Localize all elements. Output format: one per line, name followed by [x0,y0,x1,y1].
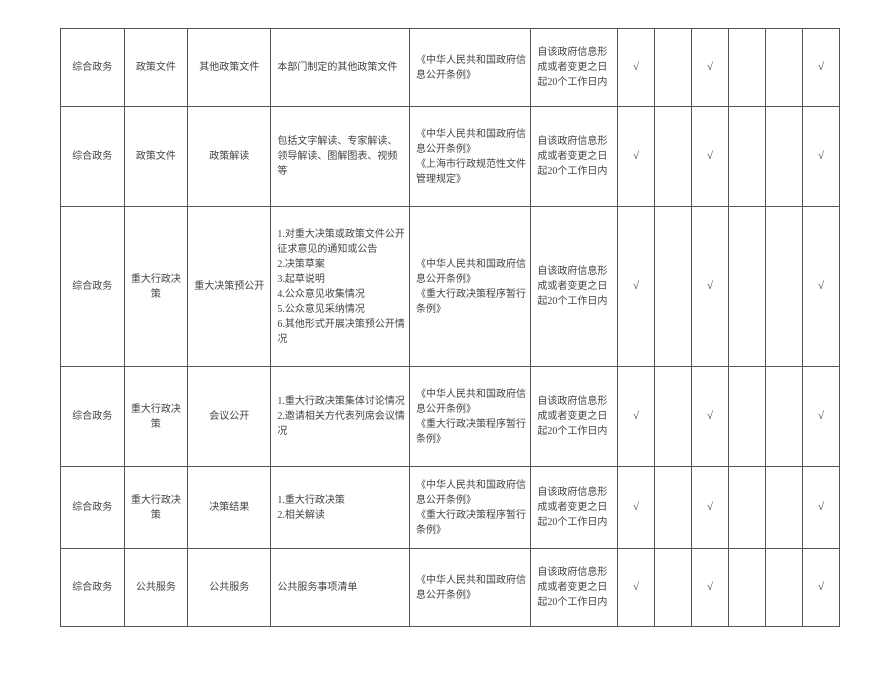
cell: 重大行政决策 [124,467,188,549]
cell: 公共服务事项清单 [271,549,410,627]
check-cell [765,107,802,207]
check-cell: √ [618,207,655,367]
cell: 《中华人民共和国政府信息公开条例》 《重大行政决策程序暂行条例》 [410,367,531,467]
check-cell: √ [692,549,729,627]
check-cell: √ [692,467,729,549]
cell: 公共服务 [124,549,188,627]
cell: 包括文字解读、专家解读、领导解读、图解图表、视频等 [271,107,410,207]
check-cell: √ [692,367,729,467]
check-cell: √ [618,29,655,107]
check-cell [728,207,765,367]
table-row: 综合政务公共服务公共服务公共服务事项清单《中华人民共和国政府信息公开条例》自该政… [61,549,840,627]
check-cell [728,29,765,107]
cell: 自该政府信息形成或者变更之日起20个工作日内 [531,549,618,627]
cell: 1.对重大决策或政策文件公开征求意见的通知或公告 2.决策草案 3.起草说明 4… [271,207,410,367]
cell: 其他政策文件 [188,29,271,107]
cell: 自该政府信息形成或者变更之日起20个工作日内 [531,467,618,549]
check-cell: √ [802,107,839,207]
cell: 政策文件 [124,29,188,107]
cell: 《中华人民共和国政府信息公开条例》 [410,549,531,627]
cell: 《中华人民共和国政府信息公开条例》 《上海市行政规范性文件管理规定》 [410,107,531,207]
check-cell [655,29,692,107]
check-cell [655,207,692,367]
cell: 《中华人民共和国政府信息公开条例》 《重大行政决策程序暂行条例》 [410,207,531,367]
table-row: 综合政务政策文件政策解读包括文字解读、专家解读、领导解读、图解图表、视频等《中华… [61,107,840,207]
table-row: 综合政务重大行政决策重大决策预公开1.对重大决策或政策文件公开征求意见的通知或公… [61,207,840,367]
check-cell: √ [692,29,729,107]
cell: 综合政务 [61,549,125,627]
cell: 决策结果 [188,467,271,549]
check-cell: √ [618,107,655,207]
check-cell: √ [802,29,839,107]
cell: 1.重大行政决策集体讨论情况 2.邀请相关方代表列席会议情况 [271,367,410,467]
check-cell [765,467,802,549]
cell: 综合政务 [61,107,125,207]
cell: 重大决策预公开 [188,207,271,367]
check-cell [765,549,802,627]
check-cell [728,367,765,467]
cell: 综合政务 [61,29,125,107]
check-cell [765,367,802,467]
check-cell: √ [802,367,839,467]
check-cell: √ [618,467,655,549]
table-row: 综合政务政策文件其他政策文件本部门制定的其他政策文件《中华人民共和国政府信息公开… [61,29,840,107]
cell: 重大行政决策 [124,367,188,467]
cell: 《中华人民共和国政府信息公开条例》 [410,29,531,107]
check-cell: √ [802,549,839,627]
check-cell: √ [692,107,729,207]
cell: 会议公开 [188,367,271,467]
cell: 综合政务 [61,207,125,367]
cell: 自该政府信息形成或者变更之日起20个工作日内 [531,107,618,207]
check-cell [728,107,765,207]
check-cell: √ [618,549,655,627]
check-cell [655,549,692,627]
cell: 重大行政决策 [124,207,188,367]
cell: 自该政府信息形成或者变更之日起20个工作日内 [531,29,618,107]
check-cell: √ [802,467,839,549]
cell: 公共服务 [188,549,271,627]
cell: 政策解读 [188,107,271,207]
check-cell [655,107,692,207]
check-cell [655,467,692,549]
check-cell: √ [802,207,839,367]
cell: 综合政务 [61,367,125,467]
cell: 政策文件 [124,107,188,207]
cell: 本部门制定的其他政策文件 [271,29,410,107]
cell: 综合政务 [61,467,125,549]
check-cell [728,467,765,549]
check-cell: √ [692,207,729,367]
table-row: 综合政务重大行政决策会议公开1.重大行政决策集体讨论情况 2.邀请相关方代表列席… [61,367,840,467]
check-cell [655,367,692,467]
check-cell [765,29,802,107]
check-cell: √ [618,367,655,467]
check-cell [728,549,765,627]
cell: 自该政府信息形成或者变更之日起20个工作日内 [531,207,618,367]
cell: 1.重大行政决策 2.相关解读 [271,467,410,549]
cell: 自该政府信息形成或者变更之日起20个工作日内 [531,367,618,467]
disclosure-table: 综合政务政策文件其他政策文件本部门制定的其他政策文件《中华人民共和国政府信息公开… [60,28,840,627]
check-cell [765,207,802,367]
table-row: 综合政务重大行政决策决策结果1.重大行政决策 2.相关解读《中华人民共和国政府信… [61,467,840,549]
cell: 《中华人民共和国政府信息公开条例》 《重大行政决策程序暂行条例》 [410,467,531,549]
